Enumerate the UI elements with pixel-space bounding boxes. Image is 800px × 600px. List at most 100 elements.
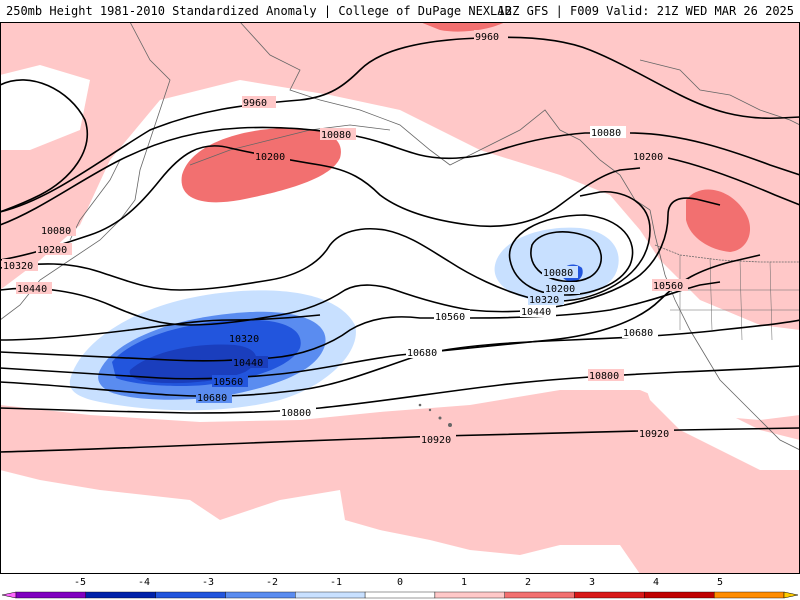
colorbar-tick-label: -4 [138, 577, 150, 588]
contour-label: 10200 [545, 284, 575, 295]
label-bg [280, 406, 316, 418]
contour-label: 10440 [233, 358, 263, 369]
label-bg [420, 433, 456, 445]
label-bg [254, 150, 290, 162]
colorbar-swatch [364, 591, 436, 599]
run-info: 12Z GFS | F009 Valid: 21Z WED MAR 26 202… [497, 4, 794, 18]
coastline-hudson-region [639, 59, 800, 126]
anomaly-max-north-edge [420, 22, 505, 32]
contour-label: 10680 [407, 348, 437, 359]
contour-10320-low [0, 314, 321, 341]
label-bg [232, 356, 268, 368]
anomaly-region-north [0, 22, 800, 330]
positive-anomaly-shading [0, 22, 800, 574]
contour-label: 10560 [653, 281, 683, 292]
contour-label: 10440 [17, 284, 47, 295]
label-bg [474, 30, 508, 42]
colorbar-swatches [1, 591, 799, 599]
colorbar-tick-label: -2 [266, 577, 278, 588]
hawaiian-islands [418, 403, 452, 427]
label-bg [36, 243, 72, 255]
colorbar-swatch [225, 591, 296, 599]
coastlines [0, 22, 800, 451]
colorbar-swatch [15, 591, 87, 599]
anomaly-region-south [0, 390, 800, 574]
label-bg [434, 310, 470, 322]
neutral-gaps [0, 65, 800, 574]
label-bg [40, 224, 76, 236]
contour-label: 10200 [633, 152, 663, 163]
neutral-gap-south [0, 480, 350, 574]
colorbar-arrow-left [1, 591, 17, 599]
label-bg [528, 293, 564, 305]
contour-label: 10920 [639, 429, 669, 440]
colorbar-swatch [574, 591, 645, 599]
coastline-aleutians [189, 124, 391, 166]
contour-10440 [0, 197, 721, 326]
contour-label: 10560 [435, 312, 465, 323]
label-bg [622, 326, 658, 338]
coastline-kamchatka [69, 159, 121, 241]
colorbar-arrow-right [783, 591, 799, 599]
contour-label: 10080 [543, 268, 573, 279]
contour-label: 10560 [213, 377, 243, 388]
colorbar-swatch [713, 591, 785, 599]
label-bg [520, 305, 556, 317]
contour-label: 10680 [623, 328, 653, 339]
anomaly-colorbar: -5 -4 -3 -2 -1 0 1 2 3 4 5 [1, 577, 799, 599]
contour-label: 9960 [475, 32, 499, 43]
contour-10080-east [629, 132, 800, 176]
colorbar-tick-label: -3 [202, 577, 214, 588]
label-bg [406, 346, 442, 358]
contour-label: 10680 [197, 393, 227, 404]
state-boundaries [665, 255, 800, 341]
map-title: 250mb Height 1981-2010 Standardized Anom… [6, 4, 512, 18]
label-bg [652, 279, 688, 291]
label-bg [196, 391, 232, 403]
neutral-gap-north [0, 65, 90, 150]
contour-label: 10800 [281, 408, 311, 419]
label-bg [242, 96, 276, 108]
contour-10080-low [530, 231, 603, 283]
colorbar-swatch [644, 591, 715, 599]
neutral-gap-west-coast [640, 370, 800, 470]
contour-label: 10440 [521, 307, 551, 318]
contour-label: 10320 [529, 295, 559, 306]
contour-label: 10080 [41, 226, 71, 237]
colorbar-tick-label: 5 [717, 577, 723, 588]
anomaly-min-central-pacific-deep [129, 344, 257, 384]
colorbar-swatch [85, 591, 156, 599]
contour-9960-main [0, 36, 800, 213]
contour-10200-east [667, 157, 800, 206]
label-bg [16, 282, 52, 294]
label-bg [542, 266, 578, 278]
label-bg [632, 150, 668, 162]
contour-10200-west [0, 145, 641, 261]
contour-label: 10200 [255, 152, 285, 163]
colorbar-tick-label: -1 [330, 577, 342, 588]
contour-label: 10080 [591, 128, 621, 139]
contour-label: 10200 [37, 245, 67, 256]
label-bg [320, 128, 356, 140]
label-bg [228, 332, 264, 344]
coastline-siberia [0, 22, 171, 321]
boundary-canada-us [654, 244, 800, 263]
contour-label: 10080 [321, 130, 351, 141]
colorbar-tick-label: 3 [589, 577, 595, 588]
label-bg [544, 282, 580, 294]
contour-label: 10320 [3, 261, 33, 272]
contour-labels: 9960 9960 10080 10080 10200 10200 10080 … [2, 30, 688, 446]
colorbar-tick-label: 4 [653, 577, 659, 588]
contour-9960-west [0, 79, 88, 213]
height-anomaly-map: 9960 9960 10080 10080 10200 10200 10080 … [0, 22, 800, 574]
contour-label: 10920 [421, 435, 451, 446]
colorbar-ticks: -5 -4 -3 -2 -1 0 1 2 3 4 5 [74, 577, 723, 588]
contour-label: 10800 [589, 371, 619, 382]
colorbar-swatch [504, 591, 575, 599]
contour-10560 [0, 254, 761, 380]
anomaly-max-pacific-northwest [686, 189, 751, 252]
colorbar-swatch [295, 591, 366, 599]
contour-10800 [0, 365, 800, 414]
label-bg [212, 375, 248, 387]
colorbar-tick-label: 0 [397, 577, 403, 588]
